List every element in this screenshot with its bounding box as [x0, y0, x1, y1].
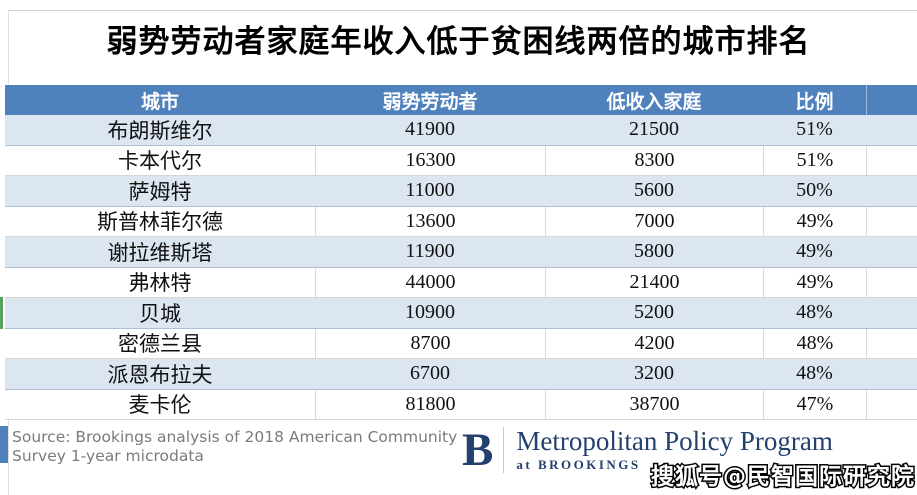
column-header-empty [866, 85, 917, 115]
cell-families: 21400 [545, 267, 763, 297]
cell-workers: 13600 [315, 206, 545, 236]
cell-empty [866, 359, 917, 389]
cell-workers: 8700 [315, 328, 545, 358]
sohu-watermark: 搜狐号@民智国际研究院 [650, 463, 916, 492]
source-line: Survey 1-year microdata [12, 447, 204, 465]
cell-ratio: 51% [796, 118, 833, 141]
left-accent-bar [0, 426, 8, 463]
cell-families: 7000 [545, 206, 763, 236]
cell-ratio: 51% [763, 145, 866, 175]
cell-city: 派恩布拉夫 [107, 362, 213, 387]
page-title: 弱势劳动者家庭年收入低于贫困线两倍的城市排名 [106, 24, 811, 59]
cell-families: 4200 [545, 328, 763, 358]
cell-empty [866, 115, 917, 145]
cell-families: 5600 [634, 179, 674, 202]
table-row: 派恩布拉夫 6700 3200 48% [5, 359, 917, 390]
cell-city: 斯普林菲尔德 [97, 210, 223, 235]
cell-workers: 44000 [315, 267, 545, 297]
table-row: 卡本代尔 16300 8300 51% [5, 145, 917, 176]
table-row: 密德兰县 8700 4200 48% [5, 328, 917, 359]
cell-city: 弗林特 [128, 271, 192, 296]
cell-workers: 81800 [315, 389, 545, 419]
column-header-workers: 弱势劳动者 [382, 91, 478, 113]
cell-ratio: 49% [763, 267, 866, 297]
cell-workers: 11900 [405, 240, 455, 263]
cell-city: 卡本代尔 [118, 149, 202, 174]
cell-empty [866, 298, 917, 328]
table-row: 谢拉维斯塔 11900 5800 49% [5, 237, 917, 268]
column-header-city: 城市 [140, 91, 179, 113]
source-note: Source: Brookings analysis of 2018 Ameri… [12, 428, 457, 466]
cell-city: 贝城 [139, 301, 181, 326]
frame-top-line [8, 10, 917, 11]
logo-subtitle: at BROOKINGS [516, 457, 641, 472]
cell-empty [866, 267, 917, 297]
cell-city: 密德兰县 [118, 332, 202, 357]
column-header-families: 低收入家庭 [606, 91, 702, 113]
cell-empty [866, 389, 917, 419]
cell-empty [866, 145, 917, 175]
cell-city: 麦卡伦 [128, 393, 192, 418]
brookings-logo: B Metropolitan Policy Program at BROOKIN… [462, 425, 833, 475]
cell-families: 5200 [634, 301, 674, 324]
cell-workers: 10900 [405, 301, 455, 324]
table-row: 麦卡伦 81800 38700 47% [5, 389, 917, 420]
brookings-b-icon: B [462, 424, 494, 476]
city-ranking-table: 城市 弱势劳动者 低收入家庭 比例 布朗斯维尔 41900 21500 51% … [0, 85, 917, 420]
cell-families: 38700 [545, 389, 763, 419]
cell-city: 谢拉维斯塔 [107, 240, 213, 265]
cell-city: 布朗斯维尔 [107, 118, 213, 143]
cell-families: 5800 [634, 240, 674, 263]
logo-divider [503, 427, 505, 473]
cell-workers: 41900 [405, 118, 455, 141]
cell-city: 萨姆特 [128, 179, 192, 204]
table-row: 萨姆特 11000 5600 50% [5, 176, 917, 207]
column-header-ratio: 比例 [795, 91, 834, 113]
table-row: 贝城 10900 5200 48% [0, 297, 917, 329]
table-body: 布朗斯维尔 41900 21500 51% 卡本代尔 16300 8300 51… [0, 115, 917, 420]
cell-ratio: 49% [796, 240, 833, 263]
cell-families: 8300 [545, 145, 763, 175]
cell-ratio: 48% [796, 362, 833, 385]
table-row: 布朗斯维尔 41900 21500 51% [5, 115, 917, 146]
table-row: 弗林特 44000 21400 49% [5, 267, 917, 298]
cell-families: 3200 [634, 362, 674, 385]
table-row: 斯普林菲尔德 13600 7000 49% [5, 206, 917, 237]
cell-empty [866, 176, 917, 206]
source-line: Source: Brookings analysis of 2018 Ameri… [12, 428, 458, 446]
logo-title: Metropolitan Policy Program [516, 426, 833, 456]
cell-ratio: 50% [796, 179, 833, 202]
cell-ratio: 48% [796, 301, 833, 324]
cell-ratio: 48% [763, 328, 866, 358]
cell-workers: 16300 [315, 145, 545, 175]
cell-workers: 11000 [405, 179, 455, 202]
cell-empty [866, 206, 917, 236]
table-header-row: 城市 弱势劳动者 低收入家庭 比例 [5, 85, 917, 115]
cell-ratio: 47% [763, 389, 866, 419]
cell-ratio: 49% [763, 206, 866, 236]
cell-empty [866, 237, 917, 267]
cell-families: 21500 [629, 118, 679, 141]
cell-empty [866, 328, 917, 358]
cell-workers: 6700 [410, 362, 450, 385]
